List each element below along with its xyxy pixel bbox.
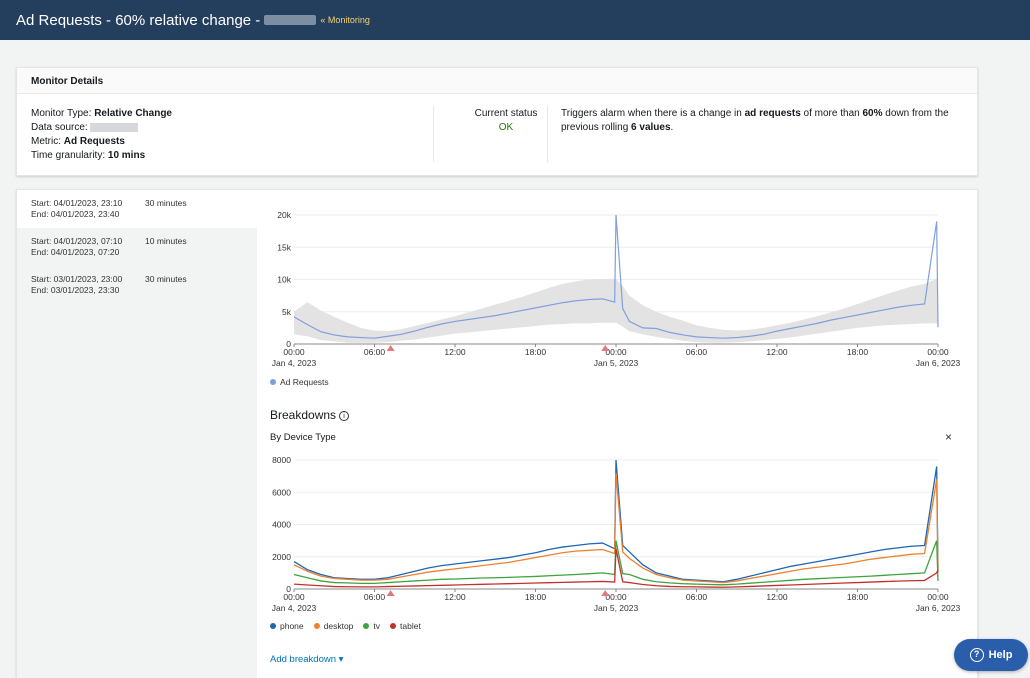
legend-dot: [363, 623, 370, 629]
trigger-rolling-count: 6 values: [631, 122, 671, 133]
help-button[interactable]: ? Help: [954, 639, 1028, 671]
alarm-item[interactable]: Start: 03/01/2023, 23:00 End: 03/01/2023…: [17, 266, 257, 304]
device-type-title: By Device Type: [270, 432, 336, 443]
monitor-type-label: Monitor Type:: [31, 108, 92, 119]
monitor-type-value: Relative Change: [94, 108, 172, 119]
alarm-end: End: 04/01/2023, 07:20: [31, 247, 120, 257]
breadcrumb-monitoring[interactable]: « Monitoring: [320, 15, 370, 25]
add-breakdown-button[interactable]: Add breakdown ▾: [270, 654, 344, 665]
legend-dot: [270, 623, 276, 629]
legend-item[interactable]: tv: [363, 621, 380, 631]
trigger-percent: 60%: [862, 108, 883, 119]
status-badge: OK: [498, 122, 514, 133]
close-icon[interactable]: ×: [945, 430, 953, 444]
alarms-panel: Start: 04/01/2023, 23:10 End: 04/01/2023…: [16, 189, 978, 678]
granularity-label: Time granularity:: [31, 150, 106, 161]
monitor-details-heading: Monitor Details: [17, 68, 977, 94]
trigger-text: .: [670, 122, 674, 133]
current-status: Current status OK: [451, 107, 561, 135]
alarm-duration: 10 minutes: [145, 236, 187, 246]
trigger-metric: ad requests: [744, 108, 801, 119]
legend-dot: [313, 623, 320, 629]
top-bar: Ad Requests - 60% relative change - « Mo…: [0, 0, 1030, 40]
alarm-item[interactable]: Start: 04/01/2023, 07:10 End: 04/01/2023…: [17, 228, 257, 266]
legend-item[interactable]: Ad Requests: [270, 377, 329, 387]
trigger-description: Triggers alarm when there is a change in…: [561, 107, 961, 135]
alarm-start: Start: 04/01/2023, 07:10: [31, 236, 123, 246]
breakdowns-title: Breakdowns: [270, 408, 337, 422]
trigger-text: down from the previous rolling: [561, 108, 949, 133]
legend-item[interactable]: desktop: [313, 621, 354, 631]
question-icon: ?: [969, 648, 984, 662]
alarm-duration: 30 minutes: [145, 274, 187, 284]
help-label: Help: [988, 649, 1013, 661]
alarm-end: End: 04/01/2023, 23:40: [31, 209, 120, 219]
data-source-label: Data source:: [31, 122, 88, 133]
legend-label: tablet: [400, 621, 421, 631]
redacted-name: [264, 15, 317, 25]
granularity-value: 10 mins: [107, 150, 146, 161]
page-title: Ad Requests - 60% relative change -: [16, 11, 261, 29]
legend-dot: [270, 379, 276, 385]
legend-label: phone: [280, 621, 304, 631]
trigger-text: Triggers alarm when there is a change in: [561, 108, 742, 119]
status-label: Current status: [474, 108, 538, 119]
alarm-item[interactable]: Start: 04/01/2023, 23:10 End: 04/01/2023…: [17, 190, 257, 228]
trigger-text: of more than: [803, 108, 860, 119]
device-legend: phone desktop tv tablet: [270, 621, 421, 631]
alarm-list: Start: 04/01/2023, 23:10 End: 04/01/2023…: [17, 190, 257, 678]
legend-item[interactable]: tablet: [390, 621, 421, 631]
ad-requests-legend: Ad Requests: [270, 377, 329, 387]
alarm-start: Start: 04/01/2023, 23:10: [31, 198, 123, 208]
legend-label: tv: [373, 621, 381, 631]
breakdowns-heading: Breakdowns i: [270, 408, 350, 422]
info-icon[interactable]: i: [339, 410, 350, 421]
alarm-duration: 30 minutes: [145, 198, 187, 208]
legend-label: Ad Requests: [280, 377, 329, 387]
monitor-details-panel: Monitor Details Monitor Type: Relative C…: [16, 67, 978, 176]
divider: [433, 106, 434, 162]
legend-dot: [390, 623, 397, 629]
redacted-data-source: [90, 122, 139, 132]
alarm-start: Start: 03/01/2023, 23:00: [31, 274, 123, 284]
legend-label: desktop: [323, 621, 354, 631]
divider: [547, 106, 548, 162]
metric-label: Metric:: [31, 136, 61, 147]
metric-value: Ad Requests: [63, 136, 125, 147]
legend-item[interactable]: phone: [270, 621, 304, 631]
monitor-info: Monitor Type: Relative Change Data sourc…: [31, 107, 172, 163]
alarm-end: End: 03/01/2023, 23:30: [31, 285, 120, 295]
